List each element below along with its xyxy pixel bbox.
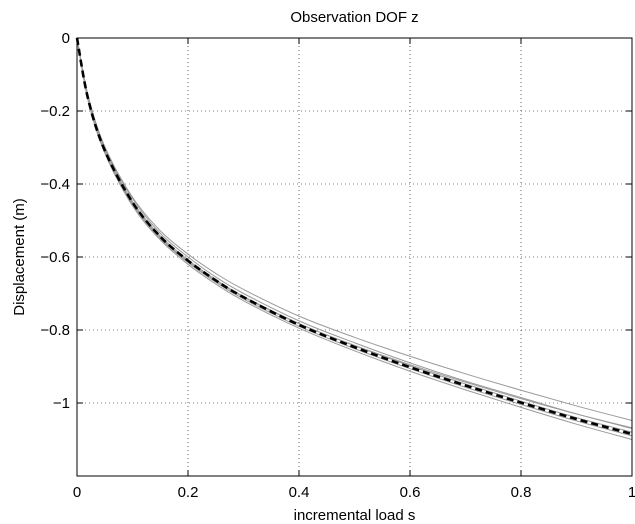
x-tick-label: 0.8 [511,484,532,501]
chart-title: Observation DOF z [290,9,418,26]
x-tick-label: 1 [628,484,635,501]
series-group [75,37,633,440]
x-tick-labels: 0 0.2 0.4 0.6 0.8 1 [73,484,635,501]
y-tick-label: −0.2 [40,103,70,120]
y-axis-label: Displacement (m) [11,198,28,316]
sample-curve [76,37,633,422]
x-tick-label: 0.2 [178,484,199,501]
mean-curve-dashed [75,37,633,436]
grid-lines [77,38,632,476]
x-tick-label: 0.4 [289,484,310,501]
x-axis-label: incremental load s [294,507,416,524]
x-tick-label: 0 [73,484,81,501]
tick-marks [76,37,633,476]
y-tick-label: −0.6 [40,249,70,266]
y-tick-label: 0 [62,30,70,47]
x-tick-label: 0.6 [400,484,421,501]
y-tick-label: −0.4 [40,176,70,193]
y-tick-label: −0.8 [40,322,70,339]
y-tick-labels: 0 −0.2 −0.4 −0.6 −0.8 −1 [40,30,70,412]
y-tick-label: −1 [53,395,70,412]
